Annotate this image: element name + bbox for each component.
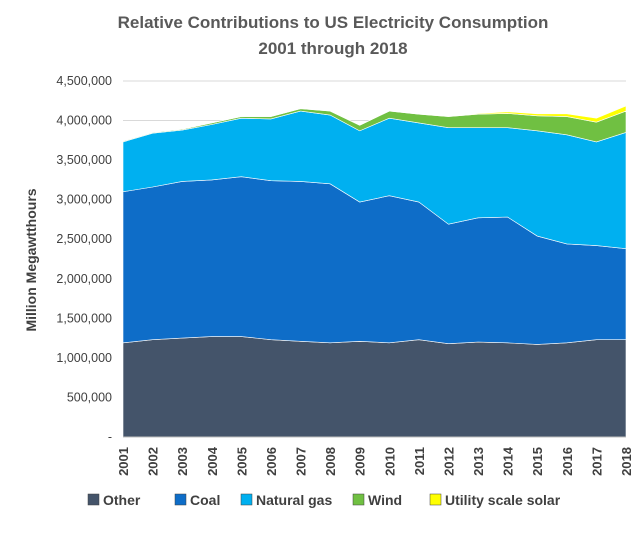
x-tick-label: 2005 xyxy=(234,447,249,476)
legend-label-wind: Wind xyxy=(368,492,402,508)
x-tick-label: 2006 xyxy=(264,447,279,476)
x-tick-label: 2015 xyxy=(530,447,545,476)
y-tick-label: 1,000,000 xyxy=(56,351,112,365)
chart-title: Relative Contributions to US Electricity… xyxy=(118,13,549,32)
legend-swatch-coal xyxy=(174,493,187,506)
legend-swatch-other xyxy=(87,493,100,506)
x-tick-label: 2003 xyxy=(175,447,190,476)
x-tick-labels: 2001 2002 2003 2004 2005 2006 2007 2008 2009 2010… xyxy=(116,446,634,476)
y-tick-label: 2,500,000 xyxy=(56,232,112,246)
legend: Other Coal Natural gas Wind Utility scale so… xyxy=(87,492,561,508)
y-tick-labels: - 500,000 1,000,000 1,500,000 2,000,000 2,500… xyxy=(56,74,112,444)
x-tick-label: 2010 xyxy=(382,447,397,476)
area-utility-scale-solar xyxy=(122,105,627,142)
y-tick-label: 3,000,000 xyxy=(56,193,112,207)
x-tick-label: 2004 xyxy=(205,446,220,476)
chart-subtitle: 2001 through 2018 xyxy=(258,39,407,58)
legend-label-natural-gas: Natural gas xyxy=(256,492,332,508)
legend-label-utility-scale-solar: Utility scale solar xyxy=(445,492,561,508)
legend-label-other: Other xyxy=(103,492,141,508)
x-tick-label: 2012 xyxy=(441,447,456,476)
y-tick-label: - xyxy=(108,430,112,444)
y-tick-label: 1,500,000 xyxy=(56,311,112,325)
plot-areas xyxy=(122,105,627,438)
x-tick-label: 2001 xyxy=(116,447,131,476)
area-other xyxy=(122,336,627,438)
legend-swatch-utility-scale-solar xyxy=(429,493,442,506)
x-tick-label: 2018 xyxy=(619,447,634,476)
y-axis-label: Million Megawtthours xyxy=(23,188,39,331)
x-tick-label: 2014 xyxy=(501,446,516,476)
x-tick-label: 2007 xyxy=(294,447,309,476)
x-tick-label: 2016 xyxy=(560,447,575,476)
y-tick-label: 2,000,000 xyxy=(56,272,112,286)
y-tick-label: 4,000,000 xyxy=(56,114,112,128)
x-tick-label: 2011 xyxy=(412,447,427,475)
legend-label-coal: Coal xyxy=(190,492,220,508)
x-tick-label: 2017 xyxy=(589,447,604,476)
x-tick-label: 2009 xyxy=(353,447,368,476)
legend-swatch-wind xyxy=(352,493,365,506)
y-tick-label: 3,500,000 xyxy=(56,153,112,167)
y-tick-label: 4,500,000 xyxy=(56,74,112,88)
x-tick-label: 2008 xyxy=(323,447,338,476)
y-tick-label: 500,000 xyxy=(67,390,112,404)
legend-swatch-natural-gas xyxy=(240,493,253,506)
x-tick-label: 2013 xyxy=(471,447,486,476)
x-tick-label: 2002 xyxy=(146,447,161,476)
